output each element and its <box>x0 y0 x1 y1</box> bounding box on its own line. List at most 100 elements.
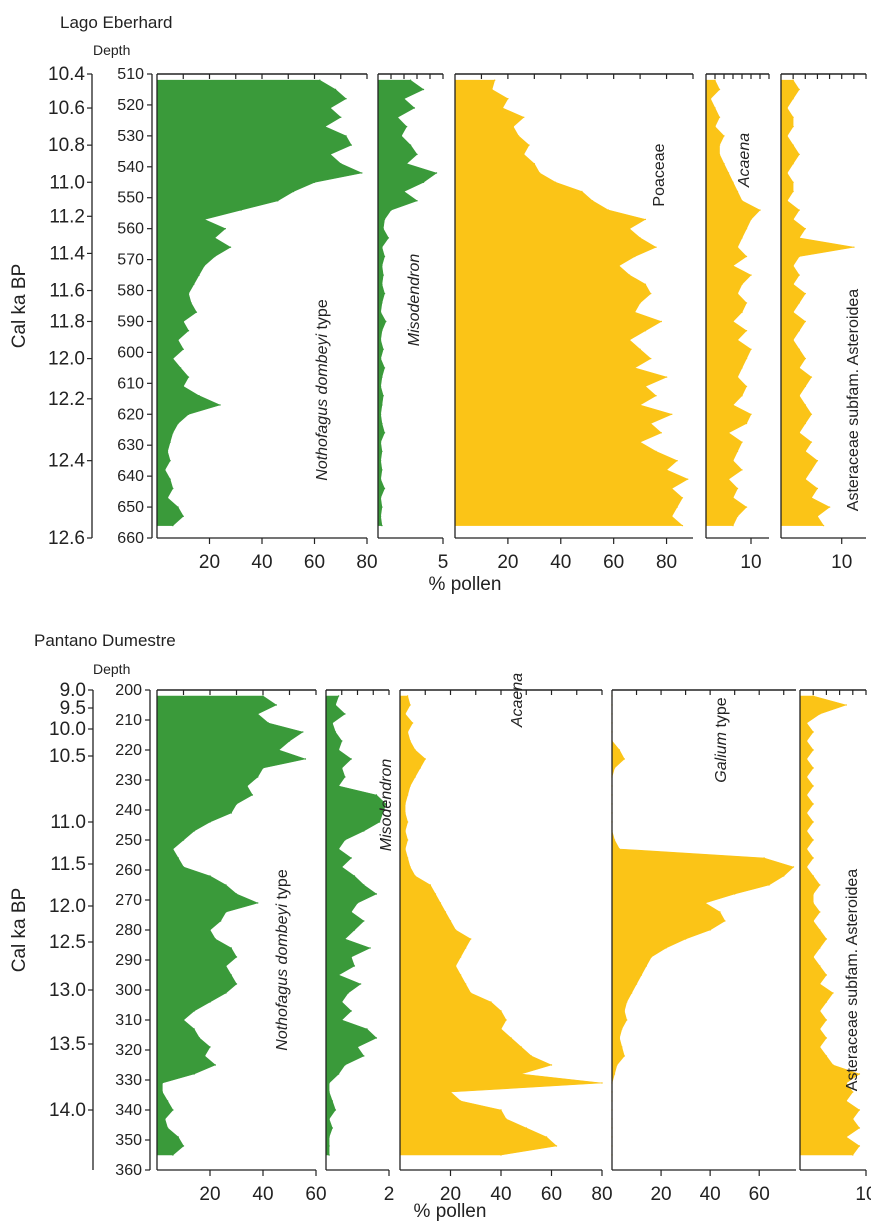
data-point <box>161 1082 163 1084</box>
data-point <box>798 88 800 91</box>
data-point <box>852 1154 854 1156</box>
data-point <box>187 413 190 415</box>
data-point <box>792 163 794 165</box>
data-point <box>378 821 381 823</box>
data-point <box>517 135 520 137</box>
data-point <box>745 228 748 230</box>
data-point <box>328 1154 330 1156</box>
data-point <box>804 450 806 453</box>
x-tick-label: 20 <box>199 552 220 573</box>
x-tick-label: 40 <box>550 552 571 573</box>
data-point <box>225 992 227 994</box>
data-point <box>618 749 621 751</box>
depth-tick-label: 610 <box>117 375 144 392</box>
data-point <box>763 857 765 859</box>
data-point <box>214 237 216 239</box>
data-point <box>470 992 472 994</box>
data-point <box>805 848 808 850</box>
data-point <box>409 785 411 787</box>
data-point <box>385 320 387 323</box>
taxon-label: Misodendron <box>406 254 423 347</box>
data-point <box>382 348 384 350</box>
data-point <box>350 758 352 760</box>
data-point <box>736 339 739 341</box>
age-tick-label: 9.5 <box>60 698 86 719</box>
data-point <box>235 956 238 958</box>
data-point <box>379 441 382 443</box>
taxon-label-part: Poaceae <box>651 143 668 206</box>
data-point <box>639 237 641 239</box>
data-point <box>736 190 739 193</box>
data-point <box>375 1037 378 1039</box>
data-point <box>792 866 795 868</box>
data-point <box>169 441 171 443</box>
data-point <box>819 884 821 886</box>
data-point <box>400 135 403 137</box>
depth-tick-label: 250 <box>115 832 142 849</box>
data-point <box>337 749 340 751</box>
data-point <box>350 144 352 146</box>
data-point <box>732 497 734 499</box>
data-point <box>501 107 504 109</box>
depth-tick-label: 240 <box>115 802 142 819</box>
data-point <box>385 803 387 805</box>
data-point <box>166 497 169 499</box>
data-point <box>491 88 493 91</box>
data-point <box>812 920 814 922</box>
data-point <box>591 200 594 202</box>
data-point <box>660 320 662 323</box>
data-point <box>798 302 800 304</box>
data-point <box>822 524 825 527</box>
data-point <box>381 524 383 527</box>
data-point <box>161 1091 163 1093</box>
data-point <box>225 884 227 886</box>
data-point <box>819 1046 821 1048</box>
age-tick-label: 11.6 <box>49 281 85 302</box>
x-tick-label: 60 <box>305 1184 326 1205</box>
age-axis-label: Cal ka BP <box>9 888 30 972</box>
x-axis-label: % pollen <box>429 574 502 595</box>
data-point <box>382 395 384 397</box>
data-point <box>424 758 426 760</box>
taxon-label: Misodendron <box>378 759 395 852</box>
depth-tick-label: 520 <box>117 97 144 114</box>
data-point <box>187 376 190 378</box>
data-point <box>187 330 190 332</box>
data-point <box>277 200 279 202</box>
data-point <box>845 704 847 706</box>
data-point <box>550 1064 553 1066</box>
data-point <box>329 107 331 109</box>
data-point <box>745 385 748 388</box>
data-point <box>229 246 232 248</box>
data-point <box>745 506 748 508</box>
data-point <box>741 469 743 471</box>
data-point <box>406 794 409 796</box>
data-point <box>655 395 657 397</box>
data-point <box>406 839 409 841</box>
data-point <box>381 422 383 425</box>
x-tick-label: 60 <box>304 552 325 573</box>
taxon-label-part: Acaena <box>509 673 526 728</box>
data-point <box>732 320 734 323</box>
data-point <box>172 848 174 850</box>
taxon-panel-misodendron: 5 Misodendron <box>377 73 448 573</box>
depth-tick-label: 540 <box>117 159 144 176</box>
data-point <box>257 776 259 778</box>
data-point <box>356 902 359 904</box>
data-point <box>350 911 352 913</box>
data-point <box>724 920 726 922</box>
x-tick-label: 40 <box>252 1184 273 1205</box>
data-point <box>523 116 525 119</box>
data-point <box>219 920 222 922</box>
data-point <box>804 228 806 230</box>
data-point <box>302 731 304 733</box>
data-point <box>621 1028 623 1030</box>
depth-tick-label: 590 <box>117 313 144 330</box>
depth-tick-label: 510 <box>117 66 144 83</box>
data-point <box>525 1127 527 1129</box>
taxon-panel-nothofagus-dombeyi-type: 20 40 60 Nothofagus dombeyi type <box>156 689 327 1205</box>
depth-tick-label: 280 <box>115 922 142 939</box>
data-point <box>810 441 813 443</box>
data-point <box>381 283 383 285</box>
data-point <box>329 153 331 156</box>
